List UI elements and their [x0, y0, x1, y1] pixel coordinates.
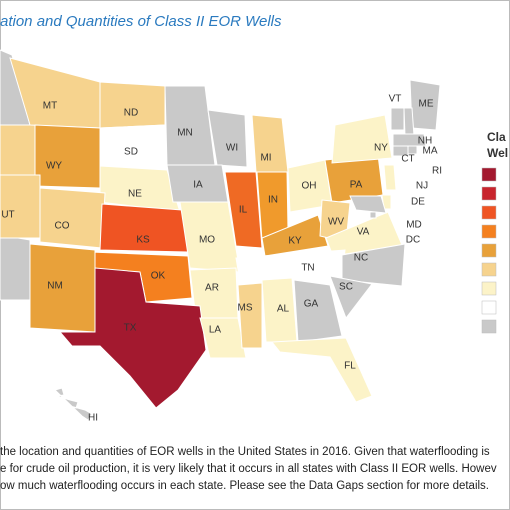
- state-label: KS: [136, 235, 150, 246]
- state-label: OK: [151, 271, 166, 282]
- state-label: SD: [124, 147, 138, 158]
- state-label: AL: [277, 304, 290, 315]
- state-label: OH: [302, 181, 317, 192]
- legend-swatch: [481, 300, 497, 315]
- state-label: SC: [339, 282, 353, 293]
- state-label: WI: [226, 143, 238, 154]
- state-label: NJ: [416, 181, 428, 192]
- state-label: CT: [401, 154, 414, 165]
- state-label: WV: [328, 217, 344, 228]
- caption-line: e for crude oil production, it is very l…: [0, 463, 497, 475]
- state-shape: [383, 164, 397, 191]
- state-label: DC: [406, 235, 420, 246]
- legend-title: Cla: [487, 130, 506, 144]
- state-shape: [0, 124, 36, 176]
- state-shape: [207, 109, 248, 168]
- state-label: FL: [344, 361, 356, 372]
- state-label: IL: [239, 205, 248, 216]
- state-label: RI: [432, 166, 442, 177]
- state-shape: [99, 81, 166, 129]
- state-label: WY: [46, 161, 62, 172]
- state-label: IN: [268, 195, 278, 206]
- state-label: MO: [199, 235, 215, 246]
- state-shape: [349, 195, 387, 214]
- legend-swatch: [481, 186, 497, 201]
- state-label: CO: [55, 221, 70, 232]
- state-label: DE: [411, 197, 425, 208]
- state-shape: [390, 107, 405, 131]
- state-label: MS: [238, 303, 253, 314]
- state-label: UT: [1, 210, 14, 221]
- state-shape: [403, 107, 415, 137]
- state-label: NC: [354, 253, 368, 264]
- state-shape: [34, 124, 101, 189]
- state-label: MN: [177, 128, 193, 139]
- state-label: TN: [301, 263, 314, 274]
- state-label: HI: [88, 413, 98, 424]
- state-label: NH: [418, 136, 432, 147]
- state-label: MA: [423, 146, 438, 157]
- caption-line: ow much waterflooding occurs in each sta…: [0, 480, 489, 492]
- state-label: IA: [193, 180, 203, 191]
- legend-swatch: [481, 281, 497, 296]
- state-label: TX: [124, 323, 137, 334]
- state-shape: [39, 187, 106, 249]
- state-label: VT: [389, 94, 402, 105]
- state-shape: [224, 171, 263, 249]
- state-label: NY: [374, 143, 388, 154]
- legend-swatch: [481, 167, 497, 182]
- state-shape: [329, 275, 373, 320]
- state-label: ME: [419, 99, 434, 110]
- state-label: AR: [205, 283, 219, 294]
- legend-swatch: [481, 319, 497, 334]
- state-shape: [54, 387, 93, 421]
- title: ation and Quantities of Class II EOR Wel…: [0, 13, 282, 30]
- state-label: VA: [357, 227, 370, 238]
- state-label: GA: [304, 299, 319, 310]
- state-label: PA: [350, 180, 363, 191]
- state-label: MD: [406, 220, 422, 231]
- state-shape: [237, 282, 263, 349]
- state-label: KY: [288, 236, 302, 247]
- legend-swatch: [481, 243, 497, 258]
- state-shape: [58, 267, 207, 409]
- caption-line: the location and quantities of EOR wells…: [0, 446, 490, 458]
- legend-swatch: [481, 205, 497, 220]
- state-shape: [369, 211, 377, 219]
- state-shape: [331, 114, 393, 164]
- state-label: NE: [128, 189, 142, 200]
- state-shape: [0, 174, 41, 239]
- state-label: NM: [47, 281, 63, 292]
- state-shape: [392, 145, 409, 157]
- state-shape: [199, 317, 247, 359]
- state-shape: [407, 145, 418, 155]
- state-shape: [261, 214, 329, 257]
- state-label: MI: [260, 153, 271, 164]
- state-shape: [271, 337, 373, 403]
- state-shape: [293, 279, 343, 343]
- state-label: ND: [124, 108, 138, 119]
- state-shape: [392, 133, 427, 147]
- legend-swatch: [481, 224, 497, 239]
- state-shape: [0, 234, 31, 301]
- legend-title: Wel: [487, 146, 508, 160]
- state-shape: [341, 243, 406, 287]
- state-label: MT: [43, 101, 57, 112]
- state-label: LA: [209, 325, 222, 336]
- legend-swatch: [481, 262, 497, 277]
